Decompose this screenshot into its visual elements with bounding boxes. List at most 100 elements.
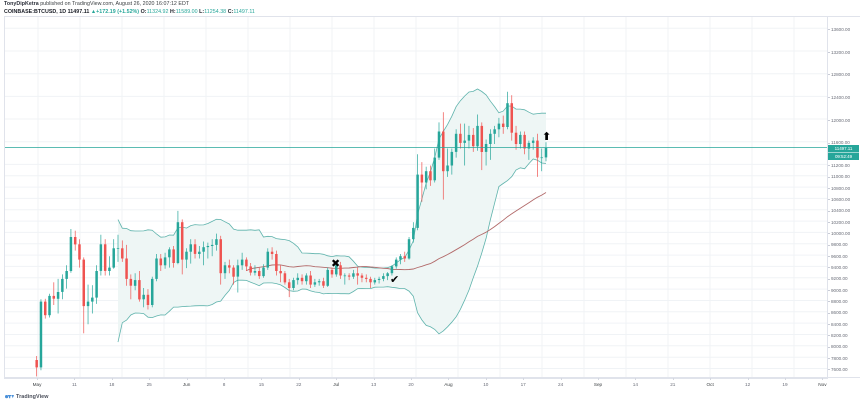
candle-body	[249, 266, 252, 273]
time-tick-label: Oct	[706, 382, 714, 387]
price-tick-label: 7600.00	[828, 366, 860, 373]
price-tick-label: 9200.00	[828, 275, 860, 282]
candle-body	[424, 171, 428, 183]
price-tick-label: 13600.00	[828, 26, 860, 33]
price-tick-label: 8400.00	[828, 321, 860, 328]
price-tick-label: 12400.00	[828, 94, 860, 101]
price-tick-label: 11200.00	[828, 162, 860, 169]
candle-body	[459, 133, 462, 143]
candle-body	[206, 246, 210, 248]
bollinger-upper-line	[117, 88, 546, 269]
price-tick-label: 9600.00	[828, 253, 860, 260]
candlestick-svg: ✖ ✔ ⬆	[5, 17, 827, 377]
symbol-quote-line: COINBASE:BTCUSD, 1D 11497.11 ▲+172.19 (+…	[4, 9, 255, 16]
candle-body	[108, 267, 111, 271]
moving-average-line	[246, 192, 547, 272]
candle-body	[493, 129, 496, 134]
price-tick-label: 7800.00	[828, 355, 860, 362]
candle-body	[506, 103, 509, 127]
low-key: L:	[199, 9, 205, 16]
candle-body	[360, 275, 364, 278]
candle-body	[437, 131, 441, 158]
candle-body	[210, 244, 214, 246]
candle-body	[133, 280, 137, 286]
candle-body	[416, 174, 419, 228]
candle-body	[112, 248, 115, 268]
candle-body	[531, 140, 535, 143]
candle-body	[369, 278, 372, 283]
candle-body	[403, 256, 407, 259]
timeframe-label[interactable]: 1D	[59, 9, 67, 16]
time-scale-axis[interactable]: May 11 18 25 Jun 8 15 22 Jul 13 20 Aug 10 17 24 Sep 14 21…	[4, 378, 860, 392]
time-tick-label: 8	[222, 382, 226, 387]
candle-body	[476, 125, 479, 147]
candle-body	[544, 147, 548, 158]
time-tick-mark	[224, 378, 225, 380]
time-axis-line	[4, 378, 828, 379]
open-key: O:	[140, 9, 147, 16]
time-tick-label: 21	[670, 382, 676, 387]
candle-body	[86, 301, 90, 307]
candle-body	[313, 282, 317, 285]
current-price-badge[interactable]: 11497.11	[828, 145, 859, 153]
high-key: H:	[170, 9, 176, 16]
time-tick-label: 17	[520, 382, 526, 387]
low-value: 11254.38	[204, 9, 227, 16]
candle-body	[35, 360, 38, 368]
time-tick-label: 13	[370, 382, 377, 387]
time-tick-mark	[822, 378, 824, 380]
time-tick-mark	[37, 378, 38, 380]
candle-body	[335, 265, 338, 275]
candle-body	[69, 237, 73, 271]
candle-body	[142, 294, 145, 300]
price-tick-label: 9400.00	[828, 264, 860, 271]
candle-body	[275, 254, 278, 271]
symbol-label[interactable]: COINBASE:BTCUSD	[4, 9, 57, 16]
time-tick-label: 18	[109, 382, 115, 387]
price-scale-axis[interactable]: 13600.00 13200.00 12800.00 12400.00 12000.00…	[828, 16, 860, 378]
candle-body	[65, 271, 68, 279]
candle-body	[407, 239, 411, 259]
price-tick-label: 9000.00	[828, 287, 860, 294]
high-value: 11589.00	[175, 9, 198, 16]
candle-body	[330, 269, 334, 275]
candle-body	[270, 251, 274, 254]
candle-body	[82, 259, 86, 307]
candle-body	[352, 273, 355, 277]
candle-body	[309, 275, 312, 285]
candle-body	[78, 244, 81, 260]
chart-plot-area[interactable]: ✖ ✔ ⬆	[4, 16, 828, 378]
time-tick-mark	[336, 378, 338, 380]
candle-body	[317, 281, 321, 283]
time-tick-label: 11	[71, 382, 77, 387]
candle-body	[356, 273, 359, 276]
time-tick-mark	[261, 378, 263, 380]
price-tick-label: 10600.00	[828, 196, 860, 203]
publish-credit-line: TonyDipKetra published on TradingView.co…	[4, 1, 524, 8]
candle-body	[176, 222, 180, 263]
change-percent-value: (+1.52%)	[117, 9, 140, 16]
close-value: 11497.11	[233, 9, 255, 16]
candle-body	[116, 248, 120, 249]
price-tick-label: 11600.00	[828, 139, 860, 146]
candle-body	[523, 134, 526, 149]
candle-body	[138, 280, 141, 300]
tradingview-logo: TradingView	[5, 393, 49, 400]
time-tick-label: 22	[296, 382, 302, 387]
candle-body	[215, 239, 218, 245]
time-tick-mark	[635, 378, 637, 380]
candle-body	[95, 271, 98, 298]
candle-series	[35, 91, 548, 377]
time-tick-mark	[111, 378, 113, 380]
candle-body	[52, 295, 56, 299]
time-tick-label: 25	[146, 382, 152, 387]
candle-body	[412, 227, 415, 240]
candle-body	[501, 123, 505, 127]
price-tick-label: 8200.00	[828, 332, 860, 339]
candle-body	[189, 244, 193, 252]
candle-body	[429, 171, 432, 181]
candle-body	[287, 282, 291, 288]
candle-body	[283, 273, 287, 283]
price-tick-label: 8000.00	[828, 343, 860, 350]
time-tick-mark	[149, 378, 151, 380]
